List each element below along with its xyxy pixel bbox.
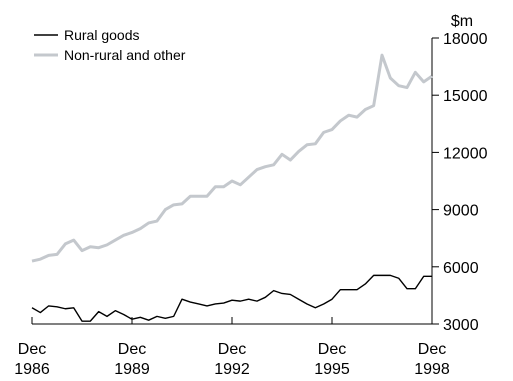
x-tick-label-month: Dec [18, 341, 46, 358]
legend-label-rural-goods: Rural goods [64, 27, 140, 43]
x-tick-label-year: 1998 [414, 361, 450, 378]
y-axis-ticks: 3000 6000 9000 12000 15000 18000 [432, 31, 488, 334]
y-tick-label: 12000 [443, 145, 488, 162]
x-tick-label-month: Dec [218, 341, 246, 358]
y-tick-label: 6000 [443, 260, 479, 277]
y-tick-label: 3000 [443, 317, 479, 334]
x-tick-label-year: 1992 [214, 361, 250, 378]
y-axis-unit-label: $m [451, 13, 473, 30]
y-tick-label: 18000 [443, 31, 488, 48]
x-tick-label-month: Dec [118, 341, 146, 358]
series-lines [31, 53, 433, 322]
y-tick-label: 9000 [443, 203, 479, 220]
x-tick-label-year: 1989 [114, 361, 150, 378]
y-tick-label: 15000 [443, 88, 488, 105]
series-line-non-rural-and-other [31, 53, 433, 263]
series-line-rural-goods [31, 274, 432, 322]
x-axis-ticks: Dec 1986 Dec 1989 Dec 1992 Dec 1995 Dec 1998 [14, 317, 450, 378]
x-tick-label-month: Dec [318, 341, 346, 358]
legend: Rural goods Non-rural and other [34, 27, 186, 63]
x-tick-label-month: Dec [418, 341, 446, 358]
x-tick-label-year: 1995 [314, 361, 350, 378]
x-tick-label-year: 1986 [14, 361, 50, 378]
legend-label-non-rural: Non-rural and other [64, 47, 186, 63]
